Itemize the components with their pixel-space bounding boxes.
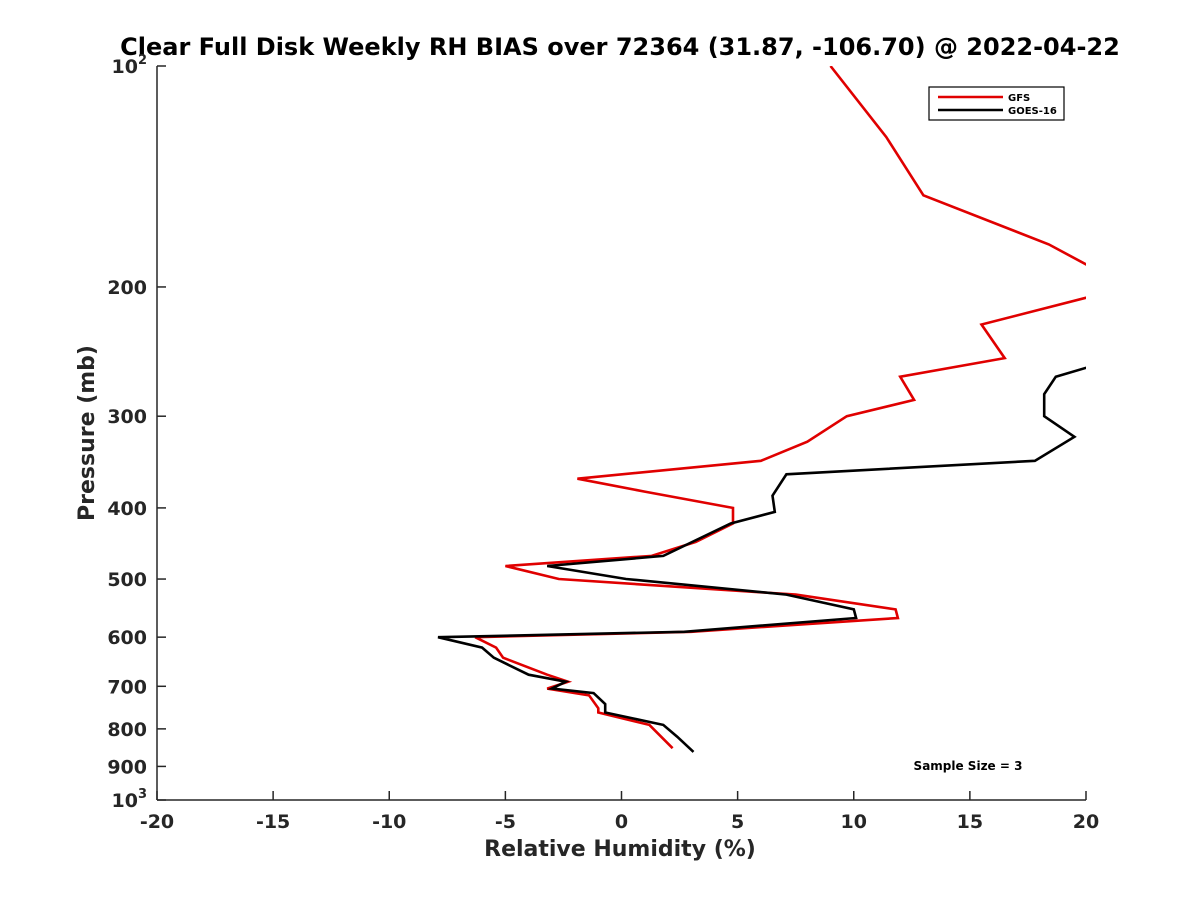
x-tick-label: -5 (495, 811, 516, 833)
y-tick-label: 800 (107, 719, 147, 741)
y-tick-label: 600 (107, 627, 147, 649)
y-axis-ticks: 102 200 300 400 500 600 700 800 900 103 (107, 53, 166, 812)
x-tick-label: -15 (256, 811, 290, 833)
y-tick-label: 900 (107, 756, 147, 778)
sample-size-annotation: Sample Size = 3 (914, 759, 1023, 773)
y-tick-label: 700 (107, 676, 147, 698)
x-axis-ticks: -20 -15 -10 -5 0 5 10 15 20 (140, 791, 1099, 833)
x-tick-label: -10 (372, 811, 406, 833)
y-tick-label: 200 (107, 277, 147, 299)
x-tick-label: -20 (140, 811, 174, 833)
legend-label-goes16: GOES-16 (1008, 106, 1057, 117)
y-axis-label: Pressure (mb) (75, 345, 100, 521)
legend-box (928, 86, 1065, 121)
series-line-goes16 (437, 366, 1086, 753)
series-line-gfs (474, 66, 1086, 750)
x-axis-label: Relative Humidity (%) (484, 837, 756, 862)
x-tick-label: 0 (615, 811, 628, 833)
x-tick-label: 5 (731, 811, 744, 833)
series-layer (437, 66, 1086, 753)
y-tick-label: 300 (107, 406, 147, 428)
legend-label-gfs: GFS (1008, 93, 1030, 104)
x-tick-label: 10 (841, 811, 867, 833)
legend: GFS GOES-16 (928, 86, 1065, 121)
y-tick-label: 400 (107, 498, 147, 520)
y-tick-label: 102 (112, 53, 148, 78)
y-tick-label: 500 (107, 569, 147, 591)
chart-title: Clear Full Disk Weekly RH BIAS over 7236… (120, 33, 1120, 61)
y-tick-label: 103 (112, 787, 148, 812)
x-tick-label: 15 (957, 811, 983, 833)
x-tick-label: 20 (1073, 811, 1099, 833)
